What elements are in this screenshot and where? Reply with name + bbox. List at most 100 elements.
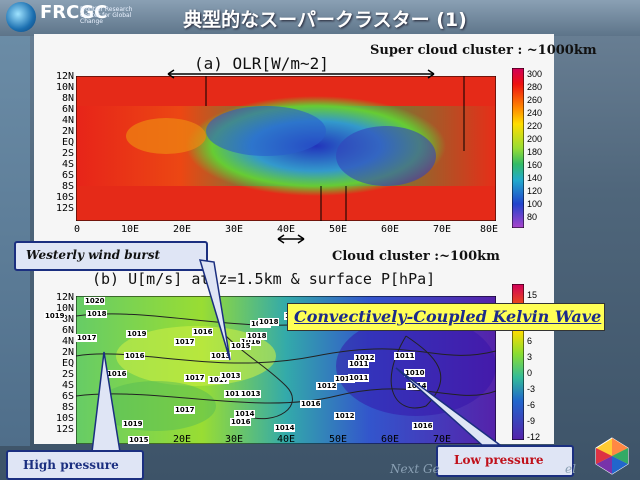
pressure-label: 1015 [128, 436, 150, 444]
pressure-label: 1016 [230, 418, 252, 426]
y-tick: 4N [61, 336, 74, 347]
y-tick: 10N [55, 303, 74, 314]
pressure-label: 1019 [122, 420, 144, 428]
y-tick: 10N [55, 82, 74, 93]
y-tick: 4S [61, 380, 74, 391]
pressure-label: 1011 [348, 374, 370, 382]
pressure-label: 1017 [174, 406, 196, 414]
kelvin-wave-label: Convectively-Coupled Kelvin Wave [287, 303, 605, 331]
x-tick: 40E [277, 224, 296, 235]
cbar-tick: 180 [527, 147, 543, 157]
cbar-tick: -6 [527, 400, 536, 410]
x-tick: 20E [173, 224, 192, 235]
cbar-tick: 80 [527, 212, 538, 222]
y-tick: 6S [61, 391, 74, 402]
pressure-label: 1012 [354, 354, 376, 362]
x-tick: 60E [381, 434, 400, 445]
x-tick: 10E [121, 224, 140, 235]
x-tick: 30E [225, 224, 244, 235]
y-tick: 4S [61, 159, 74, 170]
cbar-tick: 260 [527, 95, 543, 105]
y-tick: 12S [55, 424, 74, 435]
pressure-label: 1018 [246, 332, 268, 340]
pressure-label: 1020 [84, 297, 106, 305]
globe-logo-icon [6, 2, 36, 32]
cbar-tick: -12 [527, 432, 541, 442]
y-tick: EQ [61, 358, 74, 369]
pressure-label: 1013 [220, 372, 242, 380]
y-tick: EQ [61, 137, 74, 148]
panel-a-title: (a) OLR[W/m~2] [194, 54, 329, 73]
x-tick: 20E [173, 434, 192, 445]
cbar-tick: 300 [527, 69, 543, 79]
logo-subtitle: Frontier Research Center for Global Chan… [80, 6, 133, 25]
y-tick: 2S [61, 148, 74, 159]
cbar-tick: 160 [527, 160, 543, 170]
logo-text: FRCGC [40, 2, 108, 23]
x-tick: 40E [277, 434, 296, 445]
high-pressure-label: High pressure [23, 458, 119, 472]
y-tick: 2N [61, 347, 74, 358]
cbar-tick: 220 [527, 121, 543, 131]
y-tick: 10S [55, 192, 74, 203]
cbar-tick: -9 [527, 416, 536, 426]
low-pressure-callout: Low pressure [436, 445, 574, 477]
pressure-label: 1017 [184, 374, 206, 382]
pressure-label: 1011 [394, 352, 416, 360]
kelvin-wave-text: Convectively-Coupled Kelvin Wave [294, 307, 602, 326]
super-cluster-annotation: Super cloud cluster : ~1000km [370, 43, 597, 58]
cbar-tick: 6 [527, 336, 533, 346]
cbar-tick: -3 [527, 384, 536, 394]
x-tick: 80E [480, 224, 499, 235]
pressure-label: 1016 [412, 422, 434, 430]
y-tick: 6N [61, 104, 74, 115]
pressure-label: 1012 [316, 382, 338, 390]
pressure-label: 1016 [300, 400, 322, 408]
x-tick: 60E [381, 224, 400, 235]
x-tick: 30E [225, 434, 244, 445]
x-tick: 70E [433, 434, 452, 445]
y-tick: 4N [61, 115, 74, 126]
cbar-tick: 100 [527, 199, 543, 209]
y-tick: 10S [55, 413, 74, 424]
pressure-label: 1016 [192, 328, 214, 336]
x-tick: 50E [329, 434, 348, 445]
y-tick: 2N [61, 126, 74, 137]
pressure-label: 1012 [334, 412, 356, 420]
y-tick: 6N [61, 325, 74, 336]
y-tick: 2S [61, 369, 74, 380]
cbar-tick: 240 [527, 108, 543, 118]
gem-logo-icon [592, 436, 632, 476]
cbar-tick: 0 [527, 368, 533, 378]
y-tick: 8N [61, 314, 74, 325]
footer-text-right: el [565, 462, 576, 476]
cbar-tick: 3 [527, 352, 533, 362]
cbar-tick: 280 [527, 82, 543, 92]
pressure-label: 1010 [404, 369, 426, 377]
pressure-label: 1014 [274, 424, 296, 432]
pressure-label: 1016 [106, 370, 128, 378]
slide-title: 典型的なスーパークラスター (1) [183, 9, 467, 31]
y-tick: 8N [61, 93, 74, 104]
y-tick: 8S [61, 181, 74, 192]
y-tick: 12S [55, 203, 74, 214]
westerly-callout: Westerly wind burst [14, 241, 208, 271]
cbar-tick: 15 [527, 290, 538, 300]
panel-b-title: (b) U[m/s] at z=1.5km & surface P[hPa] [92, 270, 436, 288]
cbar-tick: 140 [527, 173, 543, 183]
pressure-label: 1015 [230, 342, 252, 350]
y-tick: 6S [61, 170, 74, 181]
x-tick: 0 [74, 224, 81, 235]
y-tick: 8S [61, 402, 74, 413]
olr-map [75, 75, 497, 222]
pressure-label: 1019 [44, 312, 66, 320]
pressure-label: 1017 [76, 334, 98, 342]
x-tick: 50E [329, 224, 348, 235]
cbar-tick: 120 [527, 186, 543, 196]
westerly-label: Westerly wind burst [26, 248, 161, 262]
pressure-label: 1013 [240, 390, 262, 398]
x-tick: 70E [433, 224, 452, 235]
footer-text: Next Ge [390, 462, 440, 476]
low-pressure-label: Low pressure [454, 453, 544, 467]
